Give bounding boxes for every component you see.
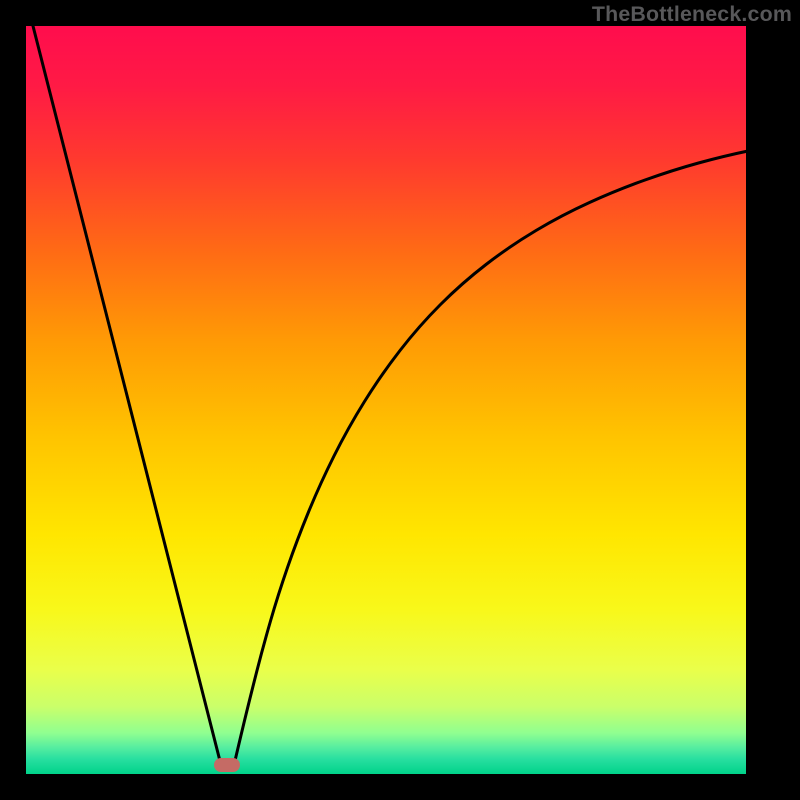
chart-container: TheBottleneck.com: [0, 0, 800, 800]
bottleneck-curve: [0, 0, 800, 800]
optimal-marker: [214, 758, 240, 772]
watermark-text: TheBottleneck.com: [592, 2, 792, 27]
